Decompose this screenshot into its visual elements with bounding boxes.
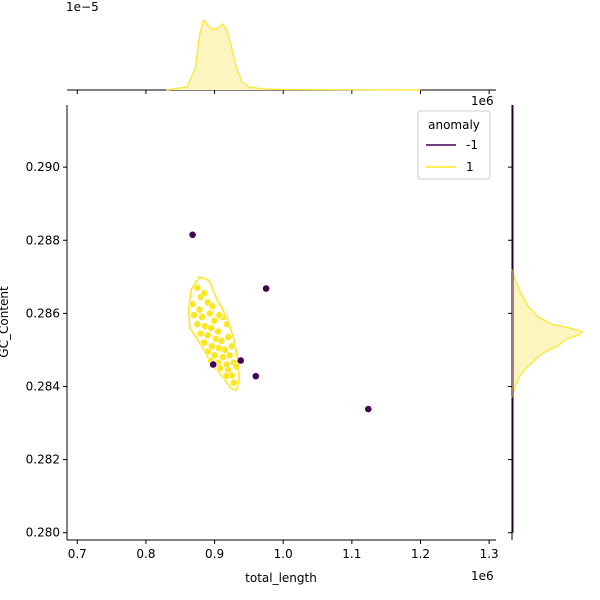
- normal-point: [214, 327, 222, 336]
- normal-point: [205, 309, 214, 318]
- x-tick-label: 0.9: [205, 547, 224, 561]
- anomaly-point: [251, 372, 260, 381]
- marginal-x-kde: [67, 18, 496, 94]
- normal-point: [200, 289, 209, 298]
- normal-point: [196, 329, 205, 338]
- normal-point: [232, 362, 241, 371]
- normal-point: [207, 324, 215, 332]
- x-tick-label: 0.7: [68, 547, 87, 561]
- normal-point: [225, 351, 234, 360]
- normal-point: [195, 305, 204, 314]
- normal-point: [229, 378, 238, 387]
- right-kde-fill: [512, 269, 582, 398]
- normal-point: [193, 320, 202, 329]
- normal-point: [200, 338, 209, 347]
- normal-point: [193, 283, 202, 292]
- normal-point: [220, 345, 229, 354]
- normal-point: [188, 300, 197, 309]
- normal-point: [210, 351, 219, 360]
- x-axis-label: total_length: [245, 571, 317, 585]
- x-offset-label: 1e6: [471, 569, 494, 583]
- marginal-y-offset-label: 1e−5: [66, 0, 99, 14]
- y-axis-label: GC_Content: [0, 286, 11, 358]
- marginal-x-offset-label: 1e6: [471, 94, 494, 108]
- anomaly-point: [364, 405, 373, 413]
- main-plot-area: 0.7 0.8 0.9 1.0 1.1 1.2 1.3 0.280 0.282 0.284 0.28…: [26, 105, 499, 561]
- y-tick-label: 0.288: [26, 233, 60, 247]
- y-tick-label: 0.284: [26, 379, 60, 393]
- legend-label-pos: 1: [466, 160, 474, 174]
- anomaly-point: [262, 284, 270, 293]
- legend-title: anomaly: [428, 118, 480, 132]
- normal-point: [217, 336, 226, 345]
- right-kde-line: [511, 269, 584, 398]
- anomaly-point: [188, 230, 197, 239]
- anomaly-point: [209, 360, 218, 369]
- y-tick-label: 0.282: [26, 453, 60, 467]
- normal-point: [222, 320, 231, 329]
- x-tick-label: 1.0: [274, 547, 293, 561]
- anomaly-point: [236, 356, 245, 365]
- y-tick-label: 0.280: [26, 526, 60, 540]
- x-tick-label: 1.1: [342, 547, 361, 561]
- legend: anomaly -1 1: [417, 110, 491, 180]
- normal-point: [208, 302, 217, 310]
- y-tick-label: 0.286: [26, 306, 60, 320]
- top-kde-fill: [166, 20, 421, 90]
- x-tick-label: 1.2: [411, 547, 430, 561]
- top-kde-line: [166, 18, 421, 91]
- normal-point: [215, 311, 224, 320]
- normal-point: [210, 316, 219, 325]
- x-tick-label: 0.8: [136, 547, 155, 561]
- kde-contour: [187, 276, 241, 391]
- normal-point: [203, 331, 212, 340]
- normal-point: [190, 311, 198, 320]
- normal-point: [216, 364, 224, 373]
- normal-point: [222, 372, 231, 381]
- marginal-y-kde: [508, 105, 584, 540]
- normal-point: [198, 313, 207, 321]
- normal-point: [227, 342, 236, 351]
- normal-point: [203, 347, 212, 356]
- y-tick-label: 0.290: [26, 160, 60, 174]
- normal-point: [224, 333, 233, 341]
- x-tick-label: 1.3: [480, 547, 499, 561]
- legend-label-neg: -1: [466, 138, 478, 152]
